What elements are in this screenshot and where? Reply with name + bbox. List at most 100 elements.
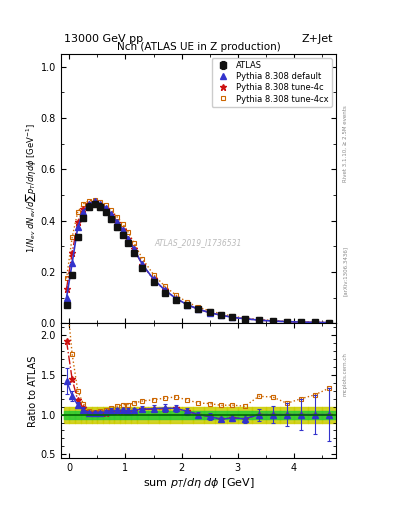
Pythia 8.308 tune-4c	[270, 318, 275, 324]
Title: Nch (ATLAS UE in Z production): Nch (ATLAS UE in Z production)	[117, 41, 280, 52]
Pythia 8.308 tune-4c	[230, 314, 235, 321]
Pythia 8.308 tune-4cx	[86, 198, 91, 204]
Pythia 8.308 default	[242, 316, 247, 322]
Pythia 8.308 default	[120, 227, 125, 233]
X-axis label: sum $p_T/d\eta\ d\phi$ [GeV]: sum $p_T/d\eta\ d\phi$ [GeV]	[143, 476, 254, 490]
Pythia 8.308 default	[196, 306, 201, 312]
Pythia 8.308 default	[185, 302, 189, 308]
Pythia 8.308 default	[208, 310, 212, 316]
Pythia 8.308 default	[174, 295, 178, 302]
Pythia 8.308 tune-4c	[151, 276, 156, 283]
Pythia 8.308 default	[109, 211, 114, 217]
Pythia 8.308 tune-4c	[257, 317, 261, 323]
Text: ATLAS_2019_I1736531: ATLAS_2019_I1736531	[155, 238, 242, 247]
Pythia 8.308 tune-4cx	[115, 214, 119, 220]
Pythia 8.308 default	[132, 246, 136, 252]
Pythia 8.308 default	[126, 236, 130, 242]
Pythia 8.308 default	[257, 317, 261, 323]
Pythia 8.308 tune-4c	[162, 287, 167, 293]
Line: Pythia 8.308 default: Pythia 8.308 default	[64, 199, 332, 326]
Pythia 8.308 tune-4cx	[132, 240, 136, 246]
Pythia 8.308 tune-4c	[196, 306, 201, 312]
Pythia 8.308 tune-4cx	[196, 304, 201, 310]
Pythia 8.308 tune-4c	[126, 236, 130, 242]
Pythia 8.308 tune-4c	[92, 199, 97, 205]
Pythia 8.308 default	[86, 201, 91, 207]
Pythia 8.308 tune-4cx	[120, 221, 125, 227]
Pythia 8.308 default	[64, 295, 69, 301]
Pythia 8.308 tune-4cx	[174, 292, 178, 298]
Pythia 8.308 tune-4c	[98, 202, 103, 208]
Pythia 8.308 default	[327, 319, 331, 326]
Pythia 8.308 default	[81, 208, 86, 215]
Pythia 8.308 tune-4cx	[285, 318, 289, 325]
Pythia 8.308 default	[115, 219, 119, 225]
Legend: ATLAS, Pythia 8.308 default, Pythia 8.308 tune-4c, Pythia 8.308 tune-4cx: ATLAS, Pythia 8.308 default, Pythia 8.30…	[212, 58, 332, 107]
Pythia 8.308 tune-4cx	[257, 316, 261, 323]
Pythia 8.308 tune-4cx	[81, 201, 86, 207]
Pythia 8.308 default	[285, 318, 289, 325]
Pythia 8.308 default	[70, 260, 75, 266]
Pythia 8.308 tune-4c	[115, 220, 119, 226]
Pythia 8.308 tune-4cx	[327, 319, 331, 326]
Pythia 8.308 default	[270, 318, 275, 324]
Pythia 8.308 tune-4cx	[151, 271, 156, 278]
Pythia 8.308 tune-4cx	[162, 283, 167, 289]
Pythia 8.308 tune-4c	[86, 201, 91, 207]
Pythia 8.308 tune-4cx	[98, 199, 103, 205]
Pythia 8.308 default	[140, 261, 145, 267]
Pythia 8.308 tune-4cx	[75, 208, 80, 215]
Pythia 8.308 tune-4cx	[64, 275, 69, 282]
Line: Pythia 8.308 tune-4c: Pythia 8.308 tune-4c	[63, 199, 332, 326]
Pythia 8.308 tune-4c	[327, 319, 331, 326]
Pythia 8.308 default	[162, 287, 167, 293]
Pythia 8.308 default	[219, 312, 223, 318]
Pythia 8.308 tune-4c	[64, 286, 69, 292]
Pythia 8.308 default	[75, 224, 80, 230]
Pythia 8.308 tune-4c	[185, 302, 189, 308]
Text: Rivet 3.1.10, ≥ 2.5M events: Rivet 3.1.10, ≥ 2.5M events	[343, 105, 348, 182]
Pythia 8.308 tune-4cx	[185, 299, 189, 305]
Pythia 8.308 default	[98, 201, 103, 207]
Text: 13000 GeV pp: 13000 GeV pp	[64, 34, 143, 45]
Pythia 8.308 tune-4c	[219, 312, 223, 318]
Pythia 8.308 tune-4cx	[70, 234, 75, 241]
Pythia 8.308 tune-4cx	[242, 315, 247, 321]
Pythia 8.308 tune-4c	[109, 212, 114, 218]
Pythia 8.308 tune-4cx	[126, 229, 130, 236]
Pythia 8.308 tune-4c	[299, 319, 303, 325]
Pythia 8.308 tune-4cx	[140, 255, 145, 262]
Pythia 8.308 tune-4cx	[109, 207, 114, 214]
Pythia 8.308 tune-4c	[140, 262, 145, 268]
Pythia 8.308 tune-4cx	[219, 311, 223, 317]
Pythia 8.308 tune-4c	[285, 318, 289, 325]
Text: mcplots.cern.ch: mcplots.cern.ch	[343, 352, 348, 396]
Pythia 8.308 default	[312, 319, 317, 326]
Pythia 8.308 tune-4c	[208, 310, 212, 316]
Text: [arXiv:1306.3436]: [arXiv:1306.3436]	[343, 246, 348, 296]
Pythia 8.308 tune-4c	[174, 295, 178, 302]
Pythia 8.308 tune-4c	[132, 246, 136, 252]
Pythia 8.308 tune-4c	[120, 227, 125, 233]
Text: Z+Jet: Z+Jet	[302, 34, 333, 45]
Pythia 8.308 tune-4cx	[299, 319, 303, 325]
Line: Pythia 8.308 tune-4cx: Pythia 8.308 tune-4cx	[64, 197, 331, 325]
Pythia 8.308 default	[103, 205, 108, 211]
Pythia 8.308 tune-4cx	[103, 202, 108, 208]
Y-axis label: $1/N_{ev}\ dN_{ev}/d\sum p_T/d\eta d\phi\ [\mathrm{GeV}^{-1}]$: $1/N_{ev}\ dN_{ev}/d\sum p_T/d\eta d\phi…	[24, 124, 38, 253]
Pythia 8.308 tune-4cx	[92, 197, 97, 203]
Pythia 8.308 tune-4c	[75, 219, 80, 225]
Pythia 8.308 tune-4cx	[312, 319, 317, 325]
Pythia 8.308 tune-4c	[103, 206, 108, 212]
Pythia 8.308 tune-4c	[70, 250, 75, 256]
Pythia 8.308 default	[151, 276, 156, 282]
Pythia 8.308 default	[92, 198, 97, 204]
Pythia 8.308 tune-4c	[312, 319, 317, 326]
Pythia 8.308 tune-4c	[81, 206, 86, 212]
Pythia 8.308 tune-4cx	[208, 308, 212, 314]
Pythia 8.308 tune-4c	[242, 316, 247, 322]
Pythia 8.308 tune-4cx	[230, 313, 235, 319]
Pythia 8.308 tune-4cx	[270, 317, 275, 324]
Pythia 8.308 default	[230, 314, 235, 321]
Pythia 8.308 default	[299, 319, 303, 325]
